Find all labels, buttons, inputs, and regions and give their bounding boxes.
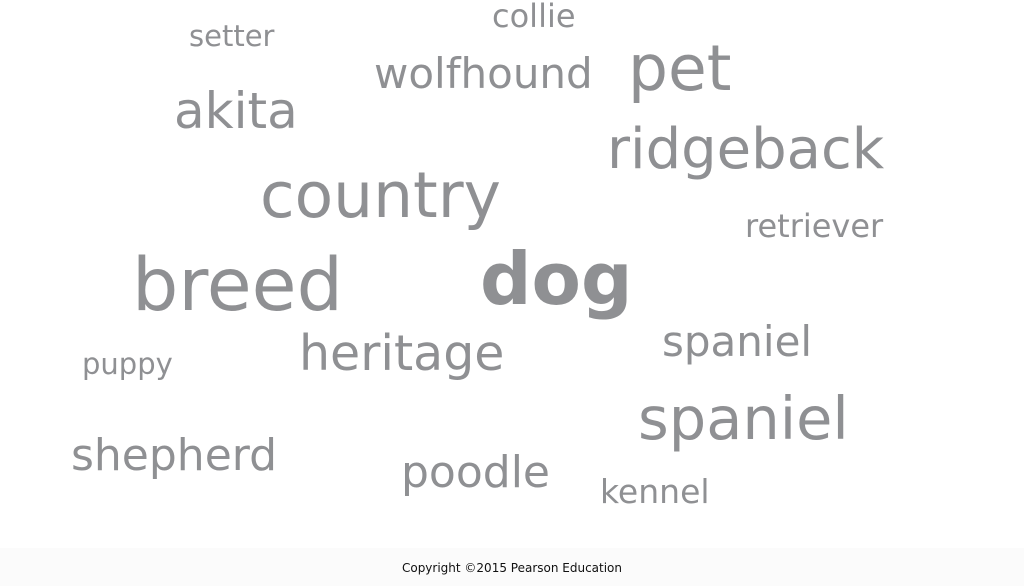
word-poodle: poodle	[401, 447, 550, 498]
word-pet: pet	[628, 32, 732, 105]
word-wolfhound: wolfhound	[374, 49, 593, 98]
word-heritage: heritage	[299, 325, 505, 382]
word-setter: setter	[189, 19, 275, 53]
word-cloud: collie setter wolfhound pet akita ridgeback co…	[71, 0, 885, 511]
word-breed: breed	[132, 243, 343, 328]
word-retriever: retriever	[745, 207, 884, 245]
footer: Copyright ©2015 Pearson Education	[0, 548, 1024, 586]
word-kennel: kennel	[600, 472, 710, 511]
word-collie: collie	[492, 0, 576, 35]
word-puppy: puppy	[82, 347, 173, 381]
word-spaniel-2: spaniel	[638, 384, 849, 453]
word-country: country	[260, 159, 501, 232]
word-dog: dog	[480, 237, 633, 321]
copyright-text: Copyright ©2015 Pearson Education	[401, 561, 623, 575]
word-spaniel-1: spaniel	[662, 317, 813, 366]
word-shepherd: shepherd	[71, 430, 278, 481]
word-ridgeback: ridgeback	[607, 117, 885, 182]
word-akita: akita	[174, 82, 298, 140]
